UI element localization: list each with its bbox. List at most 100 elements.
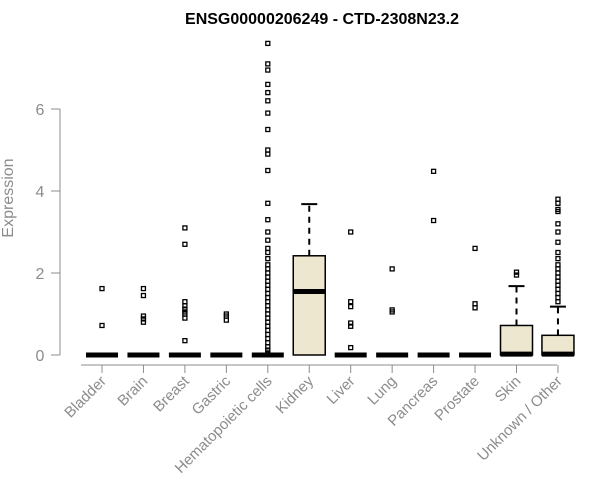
- box-lung: [376, 266, 409, 358]
- x-tick-label: Kidney: [273, 372, 318, 417]
- outlier-point: [555, 282, 561, 288]
- outlier-point: [265, 335, 271, 342]
- box-prostate: [459, 245, 492, 358]
- outlier-point: [265, 266, 271, 272]
- outlier-point: [223, 311, 230, 317]
- y-tick-label: 2: [36, 266, 45, 283]
- outlier-point: [513, 272, 520, 278]
- outlier-point: [265, 262, 271, 268]
- x-tick-label: Skin: [492, 373, 525, 406]
- outlier-point: [140, 316, 147, 322]
- outlier-point: [348, 323, 354, 329]
- outlier-point: [140, 285, 147, 292]
- outlier-point: [99, 322, 105, 329]
- y-tick-label: 0: [36, 348, 45, 365]
- outlier-point: [555, 270, 561, 276]
- outlier-point: [140, 313, 147, 319]
- outlier-point: [555, 286, 561, 293]
- outlier-point: [348, 229, 354, 235]
- outlier-point: [182, 315, 188, 321]
- outlier-point: [555, 221, 561, 227]
- outlier-point: [265, 245, 271, 252]
- outlier-point: [555, 290, 561, 297]
- box-gastric: [210, 311, 243, 358]
- outlier-point: [182, 241, 188, 247]
- box-breast: [168, 225, 201, 358]
- outlier-point: [472, 301, 478, 307]
- outlier-point: [555, 266, 561, 272]
- x-tick-label: Prostate: [431, 373, 483, 425]
- outlier-point: [555, 206, 561, 213]
- outlier-point: [265, 278, 271, 284]
- x-tick-label: Lung: [364, 373, 400, 409]
- outlier-point: [182, 306, 188, 312]
- box-liver: [334, 229, 367, 358]
- outlier-point: [555, 196, 561, 202]
- box-skin: [499, 269, 534, 357]
- outlier-point: [265, 344, 271, 350]
- outlier-point: [265, 255, 271, 262]
- outlier-point: [389, 266, 395, 272]
- outlier-point: [265, 81, 271, 88]
- outlier-point: [182, 309, 188, 315]
- y-axis-ticks: 0 2 4 6: [36, 102, 60, 365]
- outlier-point: [265, 282, 271, 288]
- box-brain: [127, 285, 160, 358]
- outlier-point: [348, 303, 354, 310]
- outlier-point: [265, 200, 271, 206]
- outlier-point: [265, 315, 271, 321]
- outlier-point: [265, 294, 271, 301]
- outlier-point: [265, 327, 271, 334]
- box-bladder: [86, 285, 118, 358]
- outlier-point: [348, 344, 354, 351]
- outlier-point: [182, 225, 188, 231]
- outlier-point: [140, 319, 147, 325]
- box-kidney: [292, 203, 326, 356]
- x-tick-label: Liver: [324, 373, 359, 408]
- outlier-point: [182, 299, 188, 305]
- chart-title: ENSG00000206249 - CTD-2308N23.2: [185, 11, 459, 28]
- outlier-point: [265, 110, 271, 116]
- outlier-point: [140, 292, 147, 299]
- outlier-point: [265, 323, 271, 329]
- x-tick-label: Brain: [114, 373, 151, 410]
- outlier-point: [265, 331, 271, 338]
- outlier-point: [555, 255, 561, 262]
- outlier-point: [430, 217, 437, 224]
- outlier-point: [265, 126, 271, 133]
- outlier-point: [265, 286, 271, 293]
- outlier-point: [265, 290, 271, 297]
- outlier-point: [265, 67, 271, 73]
- box-pancreas: [417, 168, 450, 358]
- box-hematopoietic-cells: [251, 40, 284, 358]
- outlier-point: [265, 274, 271, 280]
- outlier-point: [555, 229, 561, 235]
- y-axis-label: Expression: [0, 158, 17, 237]
- outlier-point: [265, 40, 271, 47]
- outlier-point: [265, 311, 271, 317]
- outlier-point: [265, 299, 271, 305]
- outlier-point: [555, 299, 561, 305]
- x-tick-label: Breast: [150, 372, 193, 415]
- outlier-point: [555, 239, 561, 245]
- y-tick-label: 4: [36, 184, 45, 201]
- outlier-point: [99, 285, 105, 292]
- outlier-point: [555, 278, 561, 284]
- x-tick-label: Bladder: [61, 373, 110, 422]
- outlier-point: [555, 249, 561, 256]
- outlier-point: [513, 269, 520, 275]
- outlier-point: [223, 317, 230, 323]
- outlier-point: [182, 303, 188, 309]
- outlier-point: [472, 245, 478, 252]
- outlier-point: [182, 337, 188, 344]
- box-iqr: [292, 255, 326, 356]
- outlier-point: [430, 168, 437, 174]
- outlier-point: [265, 303, 271, 309]
- outlier-point: [265, 167, 271, 174]
- outlier-point: [472, 305, 478, 311]
- outlier-point: [265, 98, 271, 104]
- outlier-point: [555, 200, 561, 206]
- outlier-point: [265, 270, 271, 276]
- outlier-point: [555, 274, 561, 280]
